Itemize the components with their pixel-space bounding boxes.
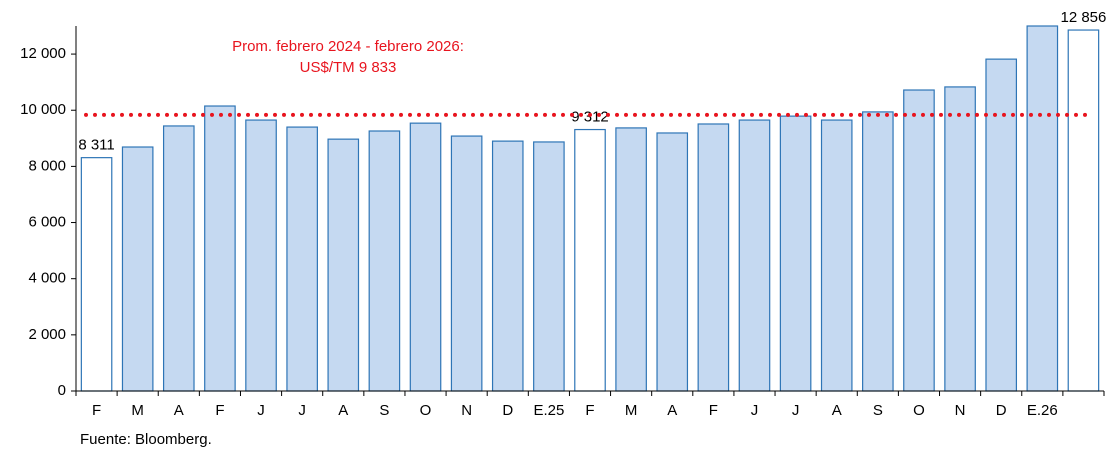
bar bbox=[491, 140, 524, 392]
x-tick-label: S bbox=[873, 402, 883, 419]
bar bbox=[862, 111, 894, 392]
x-tick-label: S bbox=[379, 402, 389, 419]
bar bbox=[80, 157, 113, 392]
bar bbox=[779, 115, 812, 392]
x-tick-label: D bbox=[996, 402, 1007, 419]
bar bbox=[162, 125, 195, 392]
x-tick-label: F bbox=[709, 402, 718, 419]
bar bbox=[615, 127, 647, 392]
x-tick-label: F bbox=[215, 402, 224, 419]
x-tick-label: A bbox=[667, 402, 677, 419]
x-tick-label: M bbox=[131, 402, 144, 419]
x-tick-label: M bbox=[625, 402, 638, 419]
x-tick-label: N bbox=[955, 402, 966, 419]
bar bbox=[985, 58, 1018, 392]
y-tick-label: 2 000 bbox=[28, 326, 66, 343]
bar bbox=[286, 126, 318, 392]
y-tick-label: 12 000 bbox=[20, 45, 66, 62]
value-label: 8 311 bbox=[78, 137, 114, 154]
y-tick-label: 4 000 bbox=[28, 270, 66, 287]
y-tick-label: 8 000 bbox=[28, 157, 66, 174]
bar bbox=[450, 135, 483, 392]
bar bbox=[121, 146, 154, 392]
bar bbox=[820, 119, 853, 392]
bar bbox=[409, 122, 442, 392]
x-tick-label: F bbox=[585, 402, 594, 419]
bar bbox=[574, 128, 606, 392]
x-tick-label: D bbox=[502, 402, 513, 419]
bar bbox=[1026, 25, 1059, 392]
x-tick-label: O bbox=[420, 402, 432, 419]
bar bbox=[533, 141, 565, 392]
bar bbox=[245, 119, 277, 392]
average-annotation: US$/TM 9 833 bbox=[300, 59, 397, 76]
bar bbox=[1067, 29, 1100, 392]
x-tick-label: J bbox=[751, 402, 759, 419]
x-tick-label: E.25 bbox=[533, 402, 564, 419]
bar bbox=[903, 89, 935, 392]
x-tick-label: F bbox=[92, 402, 101, 419]
y-tick-label: 10 000 bbox=[20, 101, 66, 118]
x-tick-label: A bbox=[832, 402, 842, 419]
x-tick-label: A bbox=[174, 402, 184, 419]
value-label: 9 312 bbox=[571, 109, 609, 126]
x-tick-label: N bbox=[461, 402, 472, 419]
bar bbox=[738, 119, 771, 392]
y-tick-label: 6 000 bbox=[28, 214, 66, 231]
bar bbox=[697, 123, 730, 392]
x-tick-label: J bbox=[298, 402, 306, 419]
bar bbox=[368, 130, 401, 392]
y-tick-label: 0 bbox=[58, 382, 66, 399]
x-tick-label: A bbox=[338, 402, 348, 419]
x-tick-label: O bbox=[913, 402, 925, 419]
bar bbox=[656, 132, 689, 392]
average-annotation: Prom. febrero 2024 - febrero 2026: bbox=[232, 38, 464, 55]
bar bbox=[944, 86, 976, 392]
bar bbox=[204, 105, 236, 392]
x-tick-label: J bbox=[257, 402, 265, 419]
source-note: Fuente: Bloomberg. bbox=[80, 431, 212, 448]
x-tick-label: E.26 bbox=[1027, 402, 1058, 419]
value-label: 12 856 bbox=[1060, 9, 1106, 26]
x-tick-label: J bbox=[792, 402, 800, 419]
bar bbox=[327, 138, 360, 392]
